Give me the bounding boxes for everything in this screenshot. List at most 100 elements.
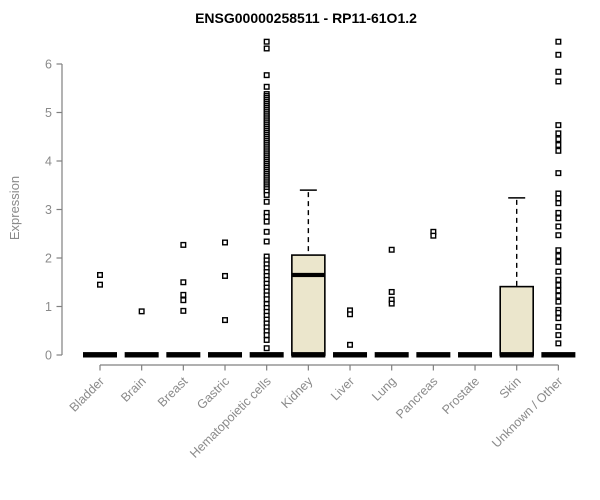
category-prostate bbox=[458, 352, 493, 358]
median-line bbox=[291, 272, 325, 278]
category-hematopoietic-cells bbox=[249, 38, 284, 358]
outlier-point bbox=[555, 247, 562, 254]
outlier-point bbox=[263, 45, 270, 52]
outlier-point bbox=[555, 309, 562, 316]
outlier-point bbox=[430, 232, 437, 239]
outlier-point bbox=[96, 281, 103, 288]
zero-median-bar bbox=[166, 352, 201, 358]
outlier-point bbox=[555, 195, 562, 202]
outlier-point bbox=[180, 241, 187, 248]
outlier-point bbox=[263, 191, 270, 198]
x-tick-label-bladder: Bladder bbox=[67, 374, 107, 414]
outlier-point bbox=[555, 78, 562, 85]
outlier-point bbox=[263, 198, 270, 205]
outlier-point bbox=[263, 218, 270, 225]
x-tick-label-brain: Brain bbox=[118, 374, 149, 405]
box bbox=[291, 254, 326, 356]
outlier-point bbox=[347, 311, 354, 318]
outlier-point bbox=[555, 276, 562, 283]
outlier-point bbox=[263, 296, 270, 303]
outlier-point bbox=[555, 292, 562, 299]
outlier-point bbox=[388, 288, 395, 295]
category-kidney bbox=[291, 189, 326, 358]
category-unknown-other bbox=[541, 38, 576, 358]
outlier-point bbox=[555, 258, 562, 265]
outlier-point bbox=[555, 215, 562, 222]
outlier-point bbox=[555, 282, 562, 289]
outlier-point bbox=[138, 308, 145, 315]
outlier-point bbox=[555, 223, 562, 230]
outlier-point bbox=[263, 336, 270, 343]
y-tick-label: 6 bbox=[45, 58, 52, 72]
outlier-point bbox=[555, 298, 562, 305]
outlier-point bbox=[555, 332, 562, 339]
category-gastric bbox=[208, 239, 243, 358]
outlier-point bbox=[555, 136, 562, 143]
x-tick-label-breast: Breast bbox=[155, 374, 191, 410]
outlier-point bbox=[555, 268, 562, 275]
zero-median-bar bbox=[249, 352, 284, 358]
y-tick-label: 3 bbox=[45, 203, 52, 217]
outlier-point bbox=[222, 272, 229, 279]
outlier-point bbox=[388, 246, 395, 253]
category-breast bbox=[166, 241, 201, 358]
outlier-point bbox=[222, 239, 229, 246]
outlier-point bbox=[555, 323, 562, 330]
outlier-point bbox=[347, 341, 354, 348]
y-tick-label: 5 bbox=[45, 106, 52, 120]
outlier-point bbox=[263, 38, 270, 45]
outlier-point bbox=[263, 83, 270, 90]
y-tick-label: 0 bbox=[45, 349, 52, 363]
outlier-point bbox=[180, 291, 187, 298]
outlier-point bbox=[180, 307, 187, 314]
outlier-point bbox=[555, 200, 562, 207]
zero-median-bar bbox=[416, 352, 451, 358]
outlier-point bbox=[222, 317, 229, 324]
outlier-point bbox=[555, 38, 562, 45]
zero-median-bar bbox=[124, 352, 159, 358]
zero-median-bar bbox=[458, 352, 493, 358]
category-brain bbox=[124, 308, 159, 358]
x-tick-label-gastric: Gastric bbox=[194, 374, 232, 412]
outlier-point bbox=[263, 332, 270, 339]
outlier-point bbox=[555, 147, 562, 154]
outlier-point bbox=[555, 130, 562, 137]
y-tick-label: 2 bbox=[45, 252, 52, 266]
x-tick-label-pancreas: Pancreas bbox=[393, 374, 440, 421]
outlier-point bbox=[263, 213, 270, 220]
zero-median-bar bbox=[83, 352, 117, 358]
x-tick-label-prostate: Prostate bbox=[439, 374, 482, 417]
outlier-point bbox=[555, 287, 562, 294]
outlier-point bbox=[555, 190, 562, 197]
outlier-point bbox=[555, 68, 562, 75]
outlier-point bbox=[388, 300, 395, 307]
outlier-point bbox=[263, 228, 270, 235]
outlier-point bbox=[263, 238, 270, 245]
category-pancreas bbox=[416, 228, 451, 358]
outlier-point bbox=[555, 141, 562, 148]
x-tick-label-liver: Liver bbox=[328, 374, 357, 403]
outlier-point bbox=[555, 122, 562, 129]
outlier-point bbox=[263, 345, 270, 352]
zero-median-bar bbox=[291, 352, 326, 358]
y-tick-label: 1 bbox=[45, 300, 52, 314]
zero-median-bar bbox=[499, 352, 534, 358]
zero-median-bar bbox=[333, 352, 368, 358]
x-tick-label-unknown-other: Unknown / Other bbox=[489, 374, 565, 450]
zero-median-bar bbox=[208, 352, 243, 358]
outlier-point bbox=[555, 170, 562, 177]
outlier-point bbox=[555, 253, 562, 260]
outlier-point bbox=[555, 232, 562, 239]
category-skin bbox=[499, 197, 535, 358]
outlier-point bbox=[555, 209, 562, 216]
outlier-point bbox=[96, 271, 103, 278]
outlier-point bbox=[555, 315, 562, 322]
box bbox=[499, 285, 535, 356]
category-lung bbox=[374, 246, 409, 358]
x-tick-label-kidney: Kidney bbox=[279, 374, 316, 411]
zero-median-bar bbox=[541, 352, 576, 358]
outlier-point bbox=[555, 51, 562, 58]
